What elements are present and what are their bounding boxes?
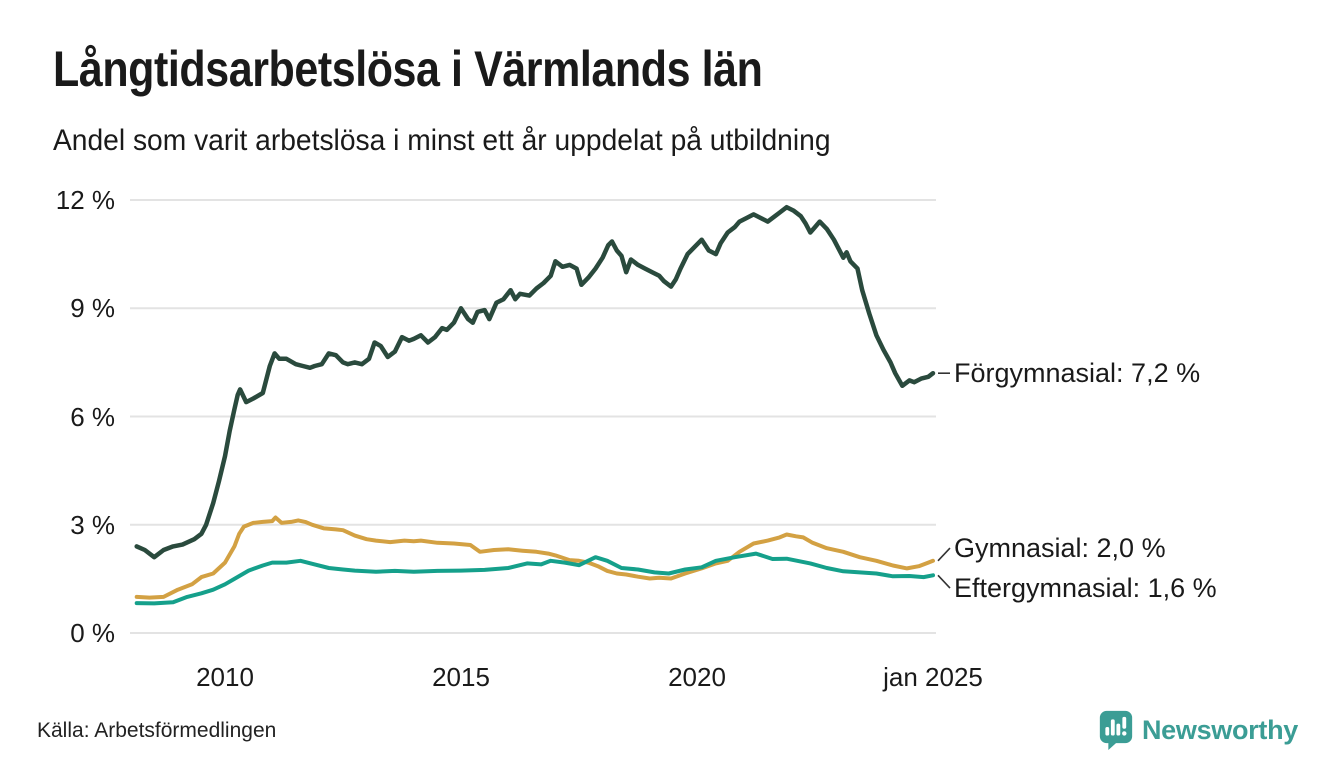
y-tick-label: 6 %	[70, 401, 115, 432]
newsworthy-wordmark: Newsworthy	[1141, 714, 1298, 745]
x-tick-label: 2010	[196, 662, 254, 692]
chart-subtitle: Andel som varit arbetslösa i minst ett å…	[53, 124, 880, 158]
newsworthy-logo: Newsworthy	[1099, 710, 1298, 750]
page-title: Långtidsarbetslösa i Värmlands län	[53, 40, 878, 98]
chart-subtitle-text: Andel som varit arbetslösa i minst ett å…	[53, 124, 831, 157]
newsworthy-bubble-chart-icon	[1099, 710, 1133, 750]
series-end-label-förgymnasial: Förgymnasial: 7,2 %	[954, 358, 1201, 389]
page-title-text: Långtidsarbetslösa i Värmlands län	[53, 41, 763, 97]
x-tick-label: 2015	[432, 662, 490, 692]
x-tick-label: 2020	[668, 662, 726, 692]
y-tick-label: 9 %	[70, 293, 115, 324]
y-tick-label: 0 %	[70, 618, 115, 648]
series-end-label-eftergymnasial: Eftergymnasial: 1,6 %	[954, 572, 1217, 603]
label-leader-line	[937, 547, 951, 562]
x-tick-label: jan 2025	[883, 662, 983, 692]
y-tick-label: 3 %	[70, 509, 115, 540]
label-leader-line	[937, 574, 951, 589]
source-note: Källa: Arbetsförmedlingen	[37, 719, 277, 742]
series-end-label-gymnasial: Gymnasial: 2,0 %	[954, 532, 1166, 563]
series-line-eftergymnasial	[134, 551, 935, 606]
series-line-gymnasial	[134, 515, 935, 600]
y-tick-label: 12 %	[55, 185, 115, 215]
series-line-förgymnasial	[134, 204, 936, 560]
